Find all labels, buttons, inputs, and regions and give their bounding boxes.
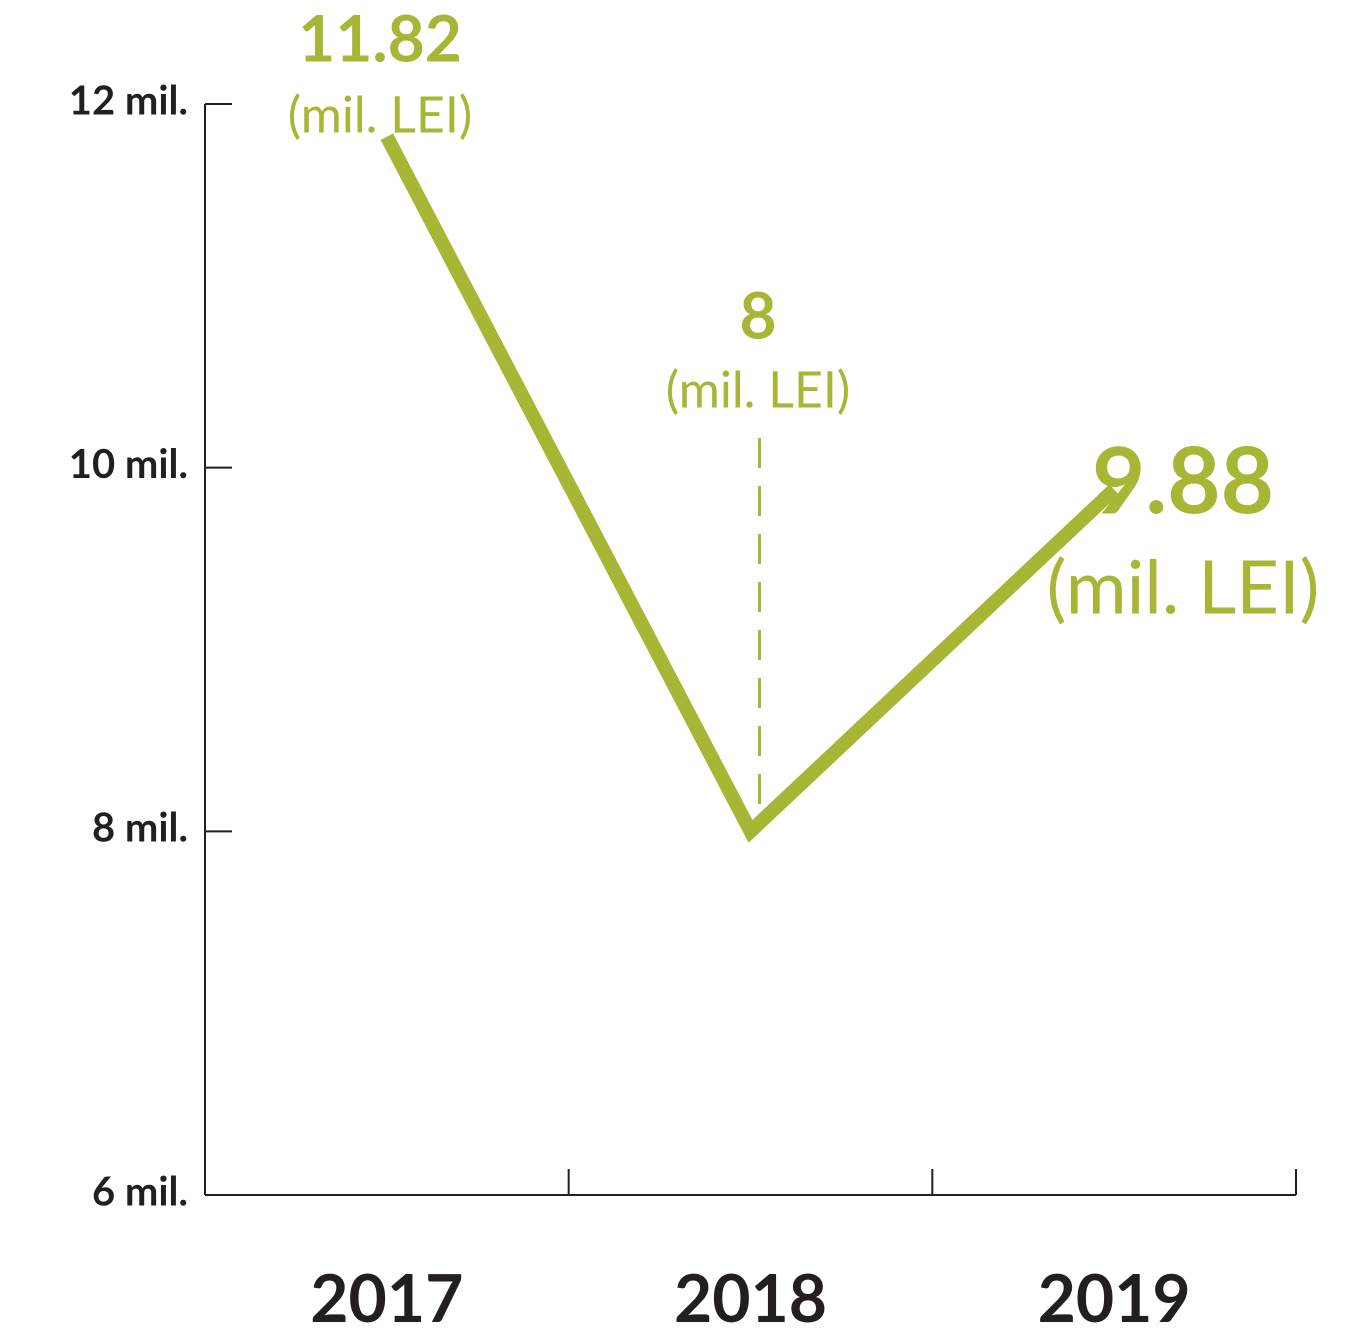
line <box>380 133 1119 843</box>
x-tick-label: 2018 <box>674 1258 827 1337</box>
y-tick-label: 10 mil. <box>69 439 188 487</box>
unit-label: (mil. LEI) <box>1047 541 1320 630</box>
y-tick-label: 8 mil. <box>92 803 188 851</box>
value-label: 11.82 <box>298 0 462 75</box>
y-tick-label: 6 mil. <box>92 1166 188 1214</box>
x-tick-label: 2017 <box>310 1258 463 1337</box>
unit-label: (mil. LEI) <box>666 359 850 419</box>
value-label: 8 <box>739 275 776 352</box>
x-tick-label: 2019 <box>1038 1258 1191 1337</box>
unit-label: (mil. LEI) <box>288 84 472 144</box>
value-label: 9.88 <box>1092 423 1274 534</box>
y-tick-label: 12 mil. <box>69 75 188 123</box>
